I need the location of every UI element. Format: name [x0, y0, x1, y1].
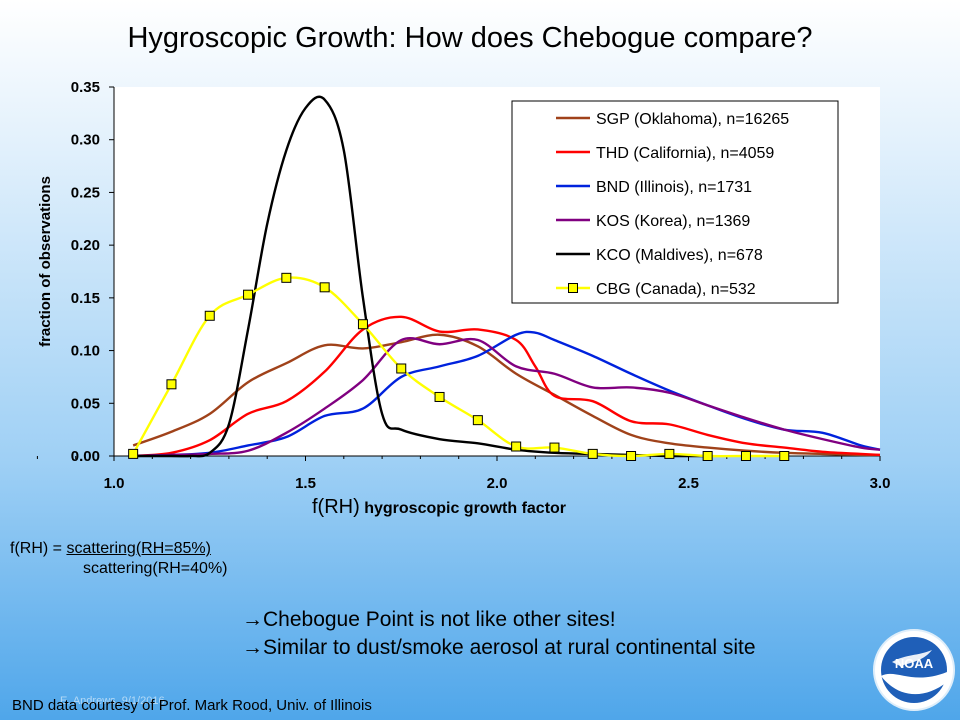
data-point-cbg — [281, 272, 292, 283]
x-tick-label: 2.5 — [678, 475, 699, 492]
legend-label-sgp: SGP (Oklahoma), n=16265 — [596, 111, 789, 128]
legend-box — [511, 100, 839, 304]
notes: →Chebogue Point is not like other sites!… — [242, 606, 756, 662]
credit-text: BND data courtesy of Prof. Mark Rood, Un… — [12, 697, 372, 714]
x-tick-label: 2.0 — [487, 475, 508, 492]
legend-marker-cbg — [568, 283, 578, 293]
note-2: →Similar to dust/smoke aerosol at rural … — [242, 636, 756, 659]
data-point-cbg — [511, 441, 522, 452]
x-tick-label: 1.5 — [295, 475, 316, 492]
x-tick-label: 3.0 — [870, 475, 891, 492]
noaa-logo: NOAA — [873, 629, 955, 711]
formula-lhs: f(RH) = — [10, 540, 67, 557]
legend-label-bnd: BND (Illinois), n=1731 — [596, 179, 752, 196]
y-tick-label: 0.05 — [71, 395, 100, 412]
y-tick-label: 0.20 — [71, 237, 100, 254]
legend-label-thd: THD (California), n=4059 — [596, 145, 774, 162]
formula-denominator: scattering(RH=40%) — [83, 560, 228, 577]
slide-title: Hygroscopic Growth: How does Chebogue co… — [127, 22, 813, 54]
y-tick-label: 0.10 — [71, 343, 100, 360]
data-point-cbg — [587, 448, 598, 459]
legend-label-kco: KCO (Maldives), n=678 — [596, 247, 763, 264]
footer-date: E. Andrews, 9/1/2016 — [60, 695, 165, 707]
data-point-cbg — [396, 363, 407, 374]
legend-label-kos: KOS (Korea), n=1369 — [596, 213, 750, 230]
data-point-cbg — [357, 319, 368, 330]
series-line-kos — [133, 336, 881, 458]
y-tick-label: 0.30 — [71, 132, 100, 149]
data-point-cbg — [549, 442, 560, 453]
data-point-cbg — [243, 289, 254, 300]
series-line-kco — [133, 95, 708, 458]
y-tick-label: 0.35 — [71, 79, 100, 96]
data-point-cbg — [319, 282, 330, 293]
x-axis-label: f(RH) hygroscopic growth factor — [312, 496, 566, 519]
growth-factor-chart: 0.00 0.05 0.10 0.15 0.20 0.25 0.30 0.35 1.0 1.5 2.… — [36, 79, 891, 492]
data-point-cbg — [626, 451, 637, 461]
series-line-sgp — [132, 333, 881, 457]
y-tick-label: 0.00 — [71, 448, 100, 465]
data-point-cbg — [472, 415, 483, 426]
x-axis-label-main: f(RH) — [312, 496, 360, 518]
y-tick-label: 0.15 — [71, 290, 100, 307]
axes: 0.00 0.05 0.10 0.15 0.20 0.25 0.30 0.35 1.0 1.5 2.… — [36, 79, 891, 492]
data-point-cbg — [434, 391, 445, 402]
x-tick-label: 1.0 — [104, 475, 125, 492]
y-axis-label: fraction of observations — [37, 176, 54, 347]
data-point-cbg — [204, 310, 215, 321]
logo-text: NOAA — [895, 656, 934, 671]
formula: f(RH) = scattering(RH=85%) scattering(RH… — [10, 539, 228, 577]
data-point-cbg — [702, 451, 713, 461]
data-point-cbg — [664, 448, 675, 459]
data-point-cbg — [166, 379, 177, 390]
series-line-thd — [133, 315, 881, 458]
y-tick-label: 0.25 — [71, 184, 100, 201]
legend-label-cbg: CBG (Canada), n=532 — [596, 281, 756, 298]
data-point-cbg — [779, 451, 790, 461]
data-point-cbg — [128, 448, 139, 459]
x-axis-label-sub: hygroscopic growth factor — [364, 500, 567, 517]
legend: SGP (Oklahoma), n=16265 THD (California),… — [511, 100, 839, 304]
series-layer — [128, 95, 881, 461]
formula-numerator: scattering(RH=85%) — [66, 540, 211, 557]
note-1: →Chebogue Point is not like other sites! — [242, 608, 616, 631]
data-point-cbg — [740, 451, 751, 461]
